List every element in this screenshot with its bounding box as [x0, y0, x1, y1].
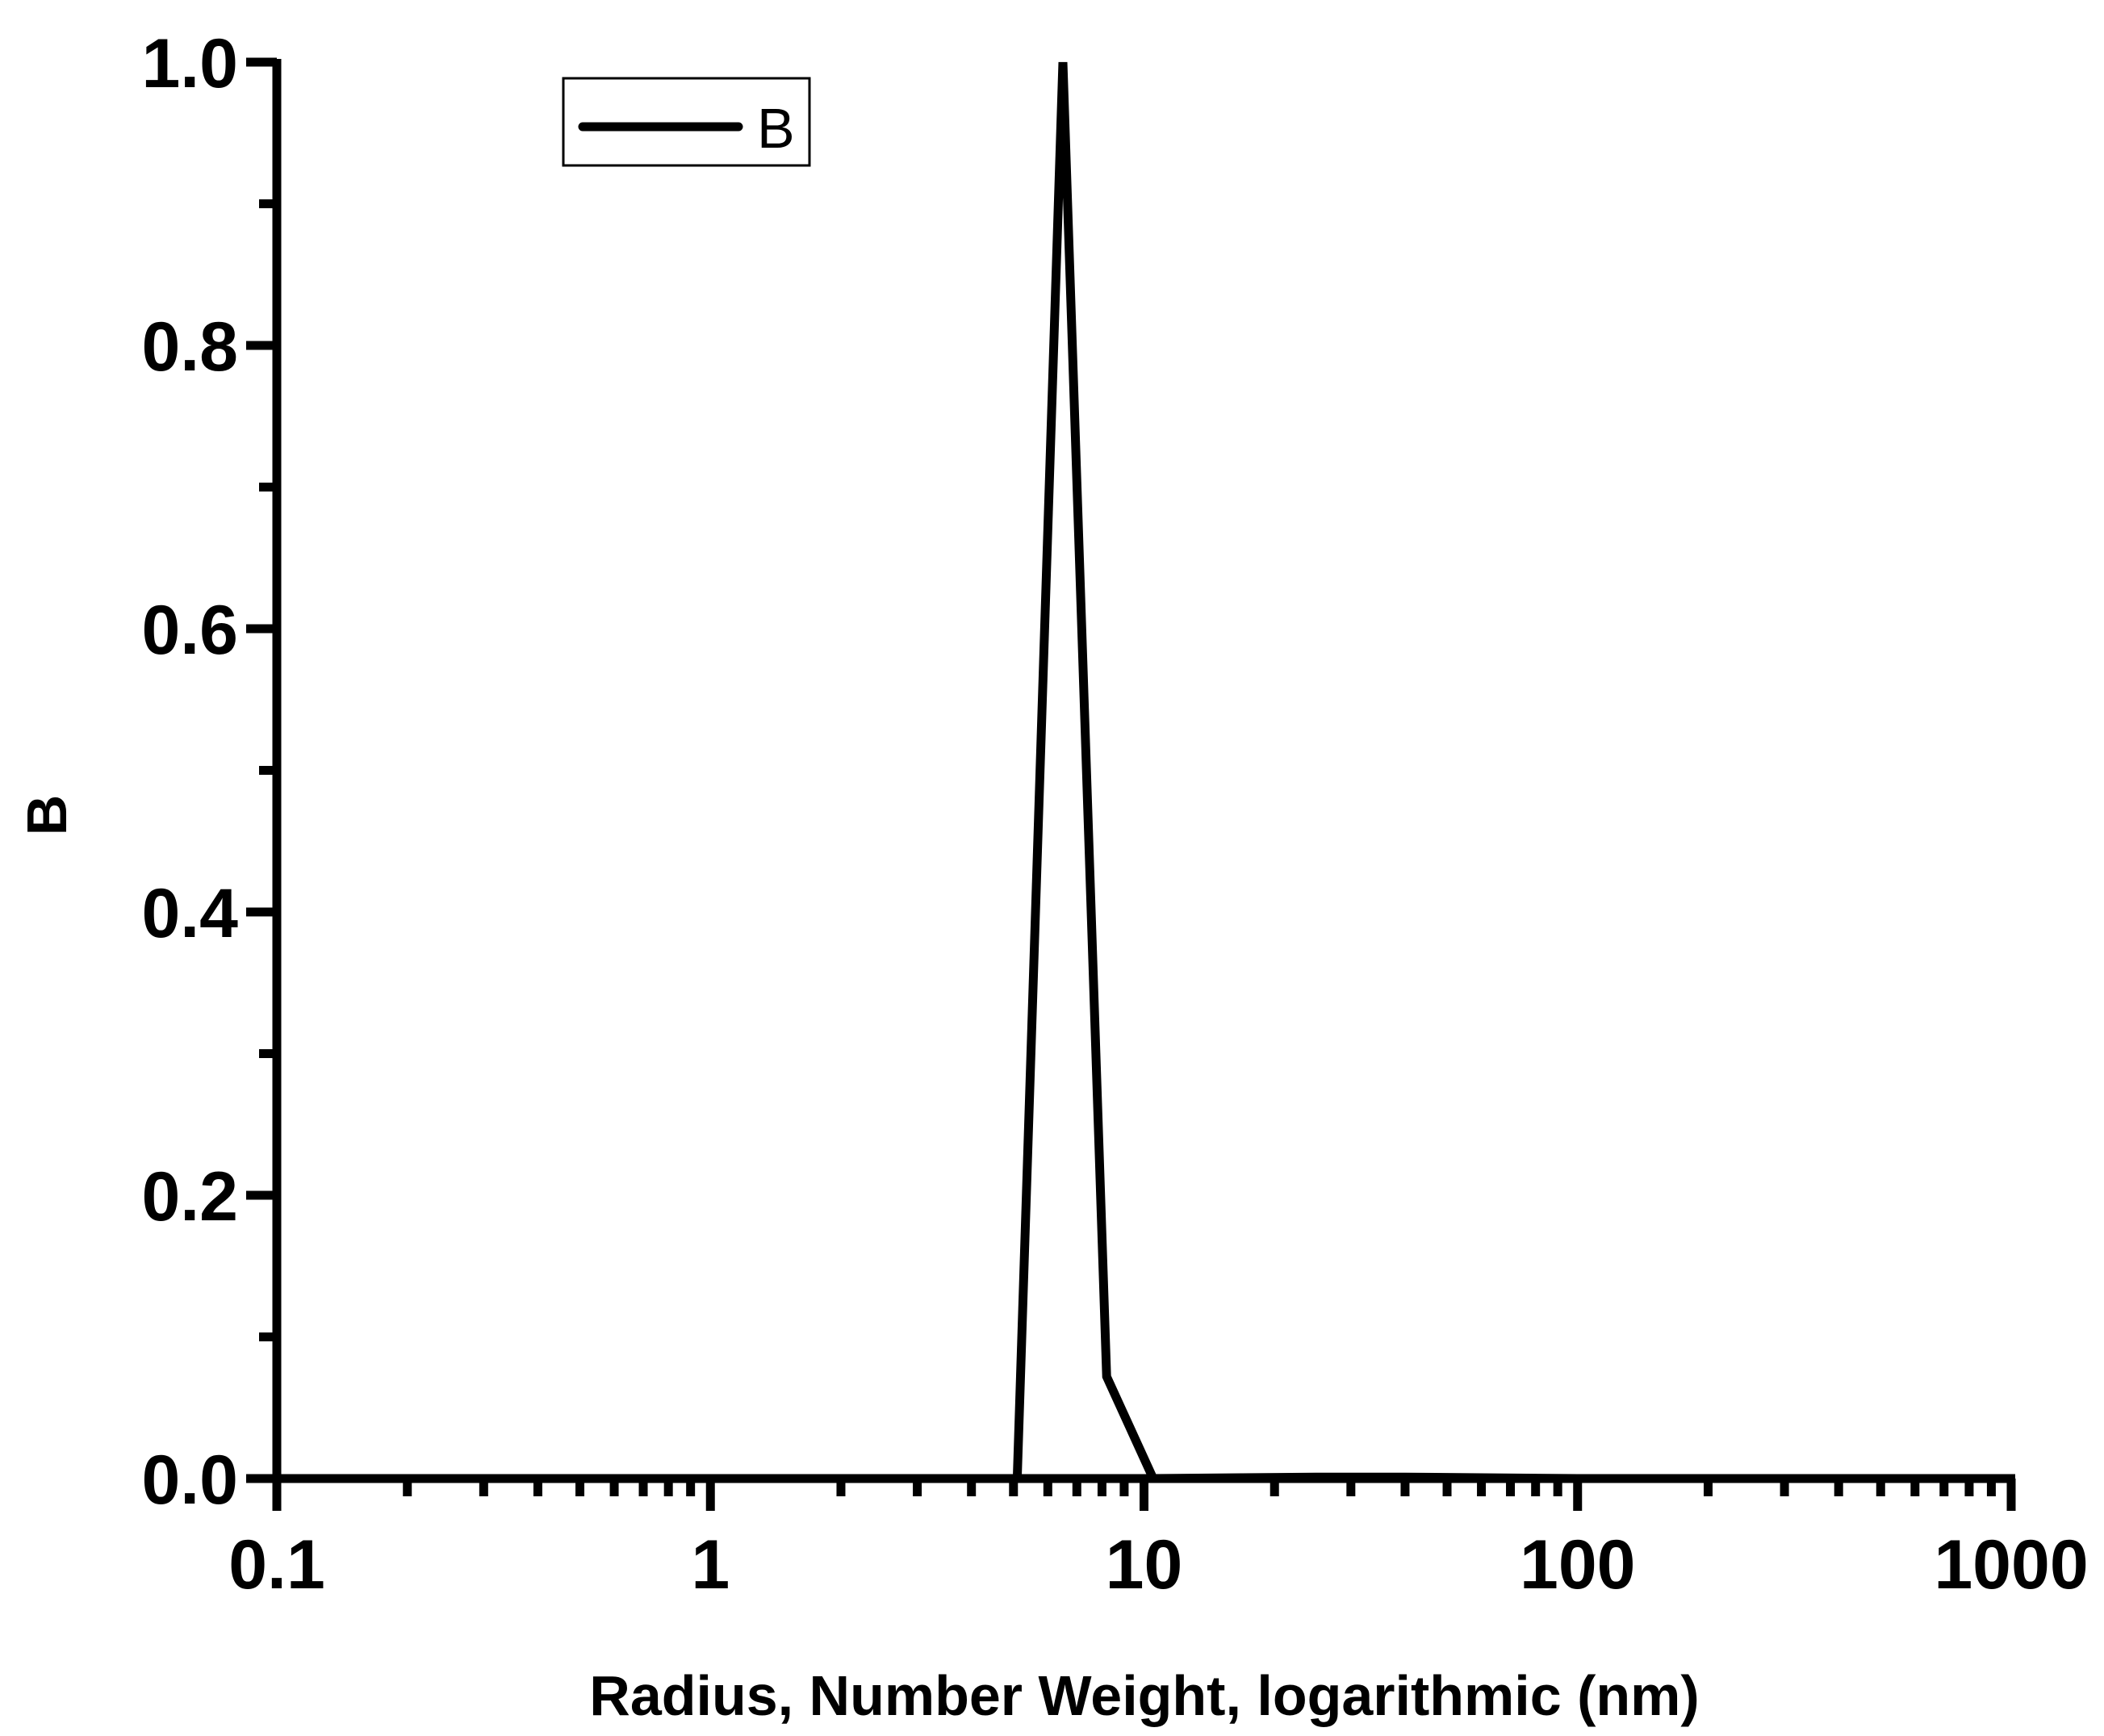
y-tick-label: 0.8	[141, 308, 238, 386]
x-tick-label: 1	[691, 1526, 730, 1604]
x-axis: 0.1 1 10 100 1000	[228, 1474, 2089, 1604]
x-tick-label: 10	[1106, 1526, 1183, 1604]
y-tick-label: 1.0	[141, 25, 238, 102]
x-tick-label: 100	[1520, 1526, 1636, 1604]
legend-label-b: B	[757, 97, 795, 160]
y-axis-title: B	[15, 795, 78, 836]
y-tick-label: 0.4	[141, 875, 238, 952]
y-tick-label: 0.0	[141, 1441, 238, 1519]
y-tick-label: 0.2	[141, 1158, 238, 1236]
legend: B	[562, 77, 811, 167]
plot-area	[277, 61, 2011, 1483]
x-axis-title: Radius, Number Weight, logarithmic (nm)	[589, 1664, 1699, 1727]
series-line-b	[277, 61, 2011, 1483]
x-tick-label: 1000	[1934, 1526, 2088, 1604]
y-tick-label: 0.6	[141, 592, 238, 669]
legend-box	[562, 77, 811, 167]
x-tick-label: 0.1	[228, 1526, 325, 1604]
y-axis: 0.0 0.2 0.4 0.6 0.8 1.0	[141, 25, 282, 1519]
